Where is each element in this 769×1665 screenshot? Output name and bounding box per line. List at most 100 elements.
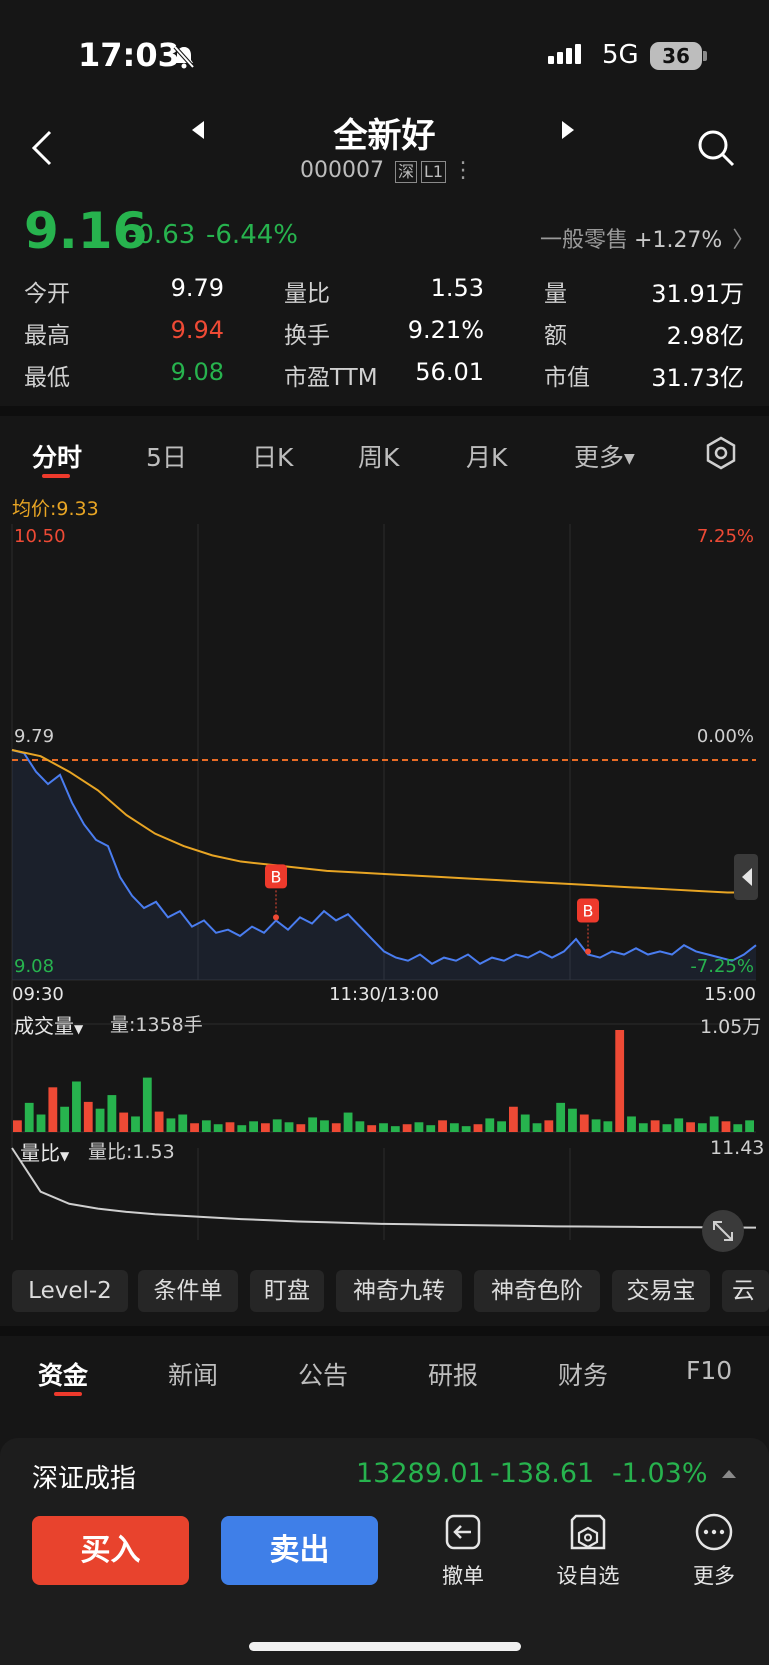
fullscreen-icon[interactable]: [702, 1210, 744, 1252]
stat-label-market-cap: 市值: [544, 365, 590, 391]
stat-value-volume-ratio: 1.53: [430, 274, 484, 302]
prev-stock-icon[interactable]: [190, 120, 206, 140]
volume-bar: [438, 1120, 447, 1132]
volume-bar: [426, 1125, 436, 1132]
add-watchlist-button[interactable]: 设自选: [548, 1512, 628, 1590]
tab-weekly-k[interactable]: 周K: [358, 443, 400, 472]
sell-button[interactable]: 卖出: [221, 1516, 378, 1585]
tab-funds[interactable]: 资金: [38, 1361, 89, 1390]
volume-bar: [638, 1123, 648, 1132]
buy-signal-1: B: [265, 864, 287, 921]
index-value: 13289.01: [356, 1458, 485, 1489]
tab-news[interactable]: 新闻: [168, 1361, 219, 1390]
section-divider: [0, 1326, 769, 1336]
tab-more[interactable]: 更多▼: [574, 438, 635, 474]
battery-tip: [703, 51, 707, 61]
more-button[interactable]: 更多: [674, 1512, 754, 1590]
volume-bar: [142, 1077, 152, 1132]
collapse-left-icon: [742, 868, 752, 886]
stock-code: 000007: [300, 158, 384, 183]
volume-bar: [24, 1102, 34, 1132]
volume-bar: [261, 1123, 270, 1132]
time-mid: 11:30/13:00: [329, 984, 439, 1005]
volume-bar: [119, 1112, 129, 1132]
chip-watch[interactable]: 盯盘: [250, 1270, 324, 1312]
tab-active-underline: [42, 474, 70, 478]
ratio-value: 量比:1.53: [88, 1141, 175, 1163]
expand-up-icon[interactable]: [722, 1470, 736, 1478]
cancel-order-label: 撤单: [442, 1564, 484, 1588]
tab-f10[interactable]: F10: [686, 1356, 733, 1385]
axis-bottom-pct: -7.25%: [690, 956, 754, 977]
buy-button[interactable]: 买入: [32, 1516, 189, 1585]
tab-finance[interactable]: 财务: [558, 1361, 609, 1390]
stat-value-open: 9.79: [170, 274, 224, 302]
cell-signal-icon: [548, 44, 584, 64]
stat-label-amount: 额: [544, 323, 567, 349]
volume-bar: [131, 1116, 140, 1132]
volume-bar: [485, 1118, 495, 1132]
sector-pct: +1.27%: [634, 228, 723, 253]
battery-icon: 36: [650, 42, 702, 70]
intraday-chart[interactable]: BB 10.50 7.25% 9.79 0.00% 9.08 -7.25% 09…: [0, 520, 769, 1260]
tab-announcements[interactable]: 公告: [298, 1361, 349, 1390]
volume-bar: [272, 1119, 282, 1132]
stat-label-high: 最高: [24, 323, 70, 349]
chip-magic-nine[interactable]: 神奇九转: [336, 1270, 462, 1312]
stat-value-pe: 56.01: [415, 358, 484, 386]
index-change: -138.61: [490, 1458, 595, 1489]
axis-top-pct: 7.25%: [697, 526, 754, 547]
volume-bar: [249, 1121, 258, 1132]
index-name[interactable]: 深证成指: [32, 1464, 137, 1494]
volume-bar: [331, 1123, 341, 1132]
volume-bar: [72, 1081, 81, 1132]
sector-link[interactable]: 一般零售 +1.27% 〉: [540, 222, 754, 254]
volume-bar: [178, 1114, 188, 1132]
more-icon: [695, 1513, 733, 1551]
stat-value-amount: 2.98亿: [666, 322, 744, 350]
price-area: [12, 750, 756, 980]
add-watchlist-label: 设自选: [556, 1564, 620, 1588]
volume-bar: [60, 1106, 70, 1132]
tab-research[interactable]: 研报: [428, 1361, 479, 1390]
buy-signal-2-badge: [577, 898, 599, 923]
time-end: 15:00: [704, 984, 756, 1005]
volume-bar: [544, 1120, 554, 1132]
price-line: [11, 749, 757, 965]
stat-label-volume: 量: [544, 281, 567, 307]
volume-bar: [237, 1125, 247, 1132]
buy-signal-1-badge: [265, 864, 287, 889]
ratio-selector[interactable]: 量比▼: [20, 1137, 69, 1166]
volume-bar: [284, 1122, 294, 1132]
volume-bar: [745, 1120, 754, 1132]
axis-top-price: 10.50: [14, 526, 66, 547]
stat-label-volume-ratio: 量比: [284, 281, 330, 307]
cancel-order-button[interactable]: 撤单: [423, 1512, 503, 1590]
tab-intraday[interactable]: 分时: [32, 443, 83, 472]
chip-conditional-order[interactable]: 条件单: [138, 1270, 238, 1312]
volume-bar: [296, 1124, 306, 1132]
chip-level2[interactable]: Level-2: [12, 1270, 128, 1312]
axis-mid-price: 9.79: [14, 726, 54, 747]
sector-name: 一般零售: [540, 228, 629, 253]
search-icon[interactable]: [696, 128, 736, 168]
volume-bar: [686, 1122, 695, 1132]
more-dots-icon[interactable]: ⋮: [452, 158, 475, 183]
chip-magic-color[interactable]: 神奇色阶: [474, 1270, 600, 1312]
cancel-order-icon: [445, 1514, 481, 1550]
next-stock-icon[interactable]: [560, 120, 576, 140]
volume-bar: [166, 1118, 176, 1132]
tab-daily-k[interactable]: 日K: [252, 443, 294, 472]
back-icon[interactable]: [30, 128, 54, 168]
volume-bar: [509, 1106, 518, 1132]
chart-settings-icon[interactable]: [704, 436, 738, 470]
chip-cloud[interactable]: 云: [722, 1270, 769, 1312]
buy-signal-2-dot: [585, 948, 591, 955]
tab-5day[interactable]: 5日: [146, 443, 187, 472]
volume-selector[interactable]: 成交量▼: [14, 1010, 83, 1039]
chip-trade-treasure[interactable]: 交易宝: [612, 1270, 710, 1312]
volume-bar: [308, 1117, 318, 1132]
tab-monthly-k[interactable]: 月K: [466, 443, 508, 472]
stat-value-volume: 31.91万: [651, 280, 744, 308]
volume-bar: [154, 1111, 164, 1132]
